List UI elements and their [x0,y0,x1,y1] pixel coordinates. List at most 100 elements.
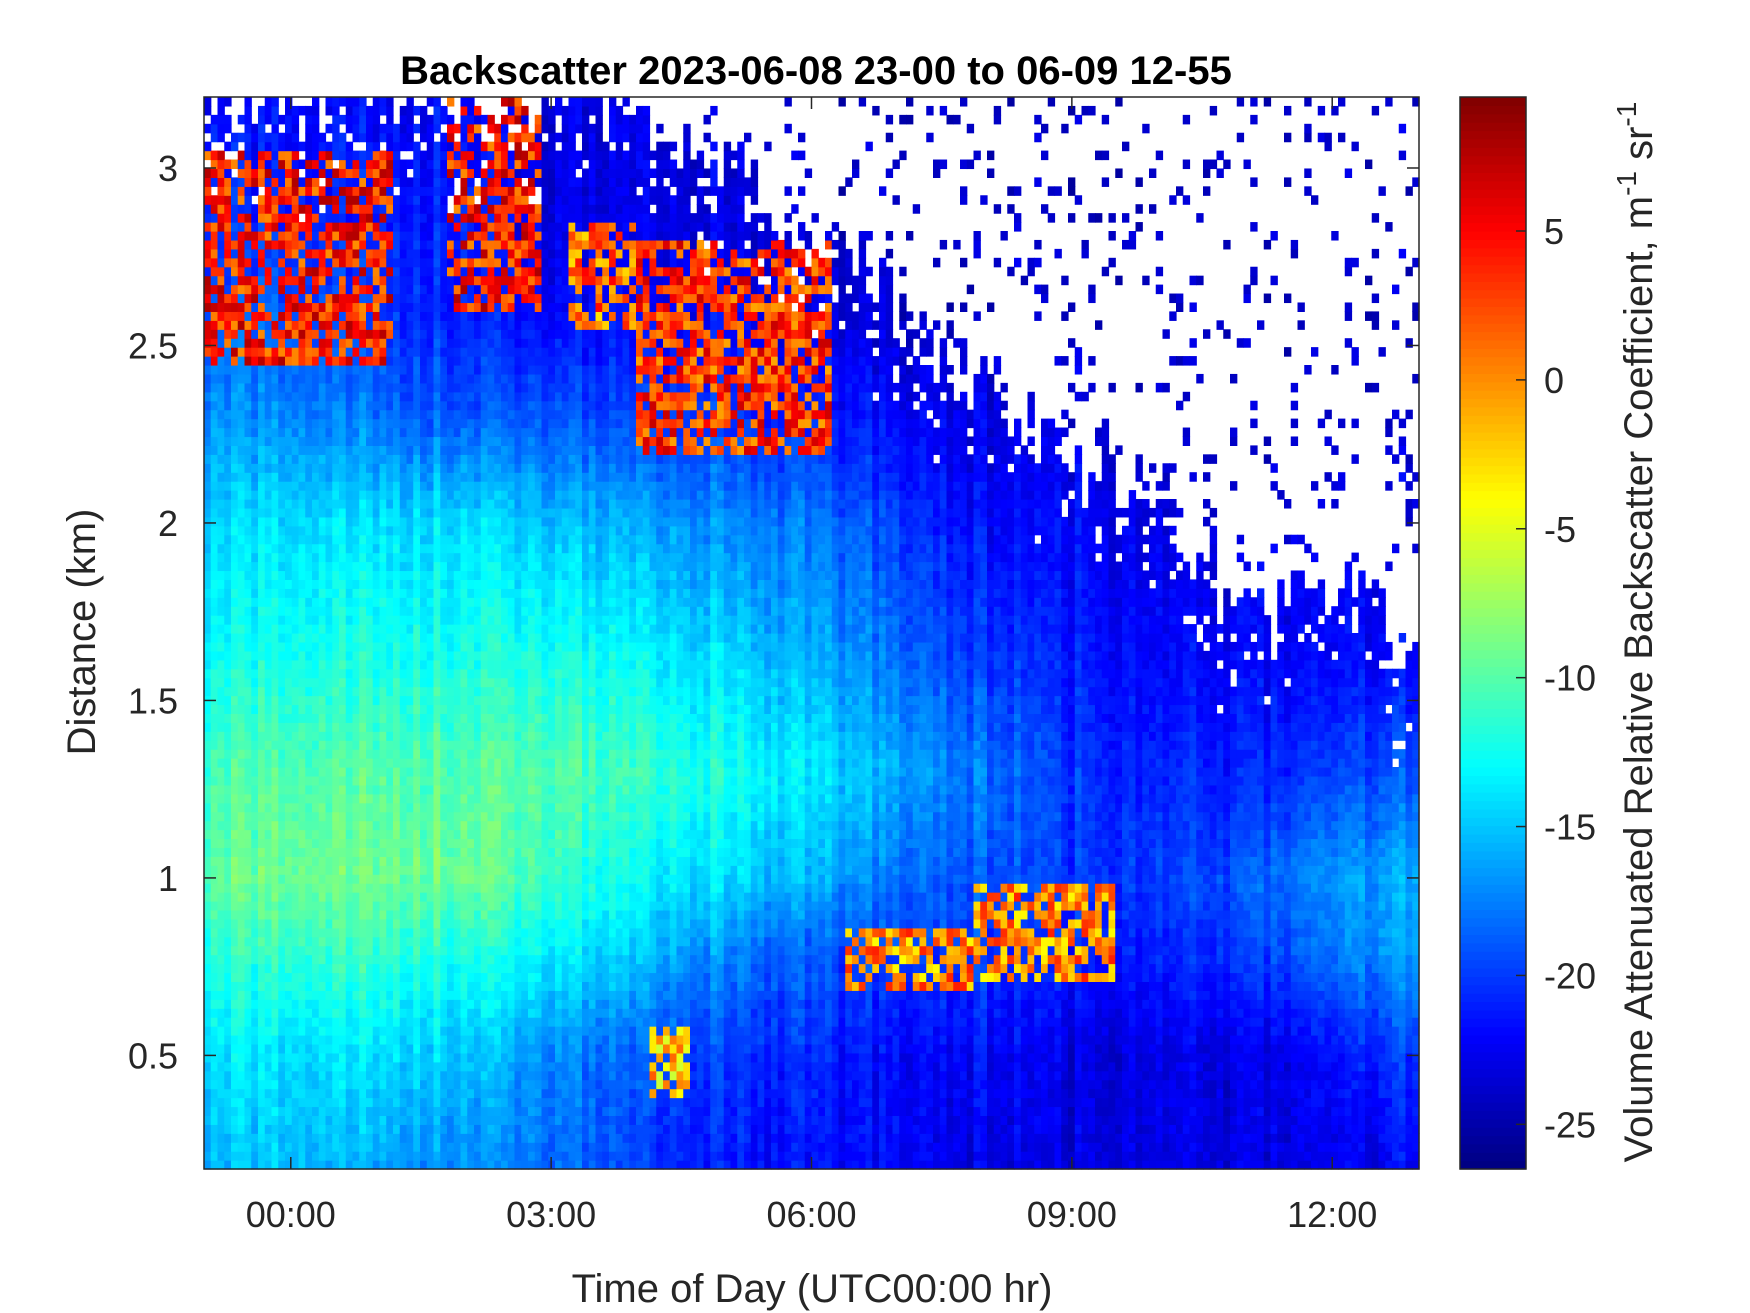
heatmap-cell [271,213,279,223]
heatmap-cell [312,302,320,312]
heatmap-cell [406,775,414,786]
heatmap-cell [210,123,219,134]
heatmap-cell [474,1115,482,1125]
heatmap-cell [352,222,360,232]
heatmap-cell [426,1097,435,1108]
heatmap-cell [345,927,354,938]
heatmap-cell [271,391,279,402]
heatmap-cell [399,740,408,750]
heatmap-cell [325,329,333,339]
heatmap-cell [433,677,441,688]
heatmap-cell [399,731,408,741]
heatmap-cell [426,650,435,661]
heatmap-cell [420,1160,428,1170]
heatmap-cell [251,883,259,893]
heatmap-cell [305,588,313,598]
heatmap-cell [204,97,212,107]
heatmap-cell [345,516,354,527]
heatmap-cell [372,686,381,697]
heatmap-cell [237,1026,246,1036]
heatmap-cell [237,391,246,402]
heatmap-cell [474,641,482,652]
heatmap-cell [244,1017,252,1027]
heatmap-cell [352,1017,360,1027]
heatmap-cell [224,668,232,679]
heatmap-cell [406,97,414,107]
heatmap-cell [420,150,428,161]
heatmap-cell [440,409,448,420]
heatmap-cell [393,1079,401,1090]
heatmap-cell [474,302,482,312]
heatmap-cell [440,257,448,268]
heatmap-cell [332,248,340,259]
heatmap-cell [251,213,259,223]
heatmap-cell [386,1035,394,1045]
heatmap-cell [345,874,354,884]
heatmap-cell [264,606,273,616]
heatmap-cell [332,1043,340,1054]
heatmap-cell [453,436,462,446]
heatmap-cell [480,231,489,241]
heatmap-cell [399,802,408,813]
heatmap-cell [244,784,252,795]
heatmap-cell [420,213,428,223]
heatmap-cell [467,463,475,473]
heatmap-cell [413,847,421,857]
heatmap-cell [305,472,313,482]
heatmap-cell [467,123,475,134]
heatmap-cell [352,266,360,277]
heatmap-cell [406,114,414,125]
heatmap-cell [393,382,401,393]
heatmap-cell [352,463,360,473]
heatmap-cell [352,633,360,643]
heatmap-cell [366,507,374,518]
heatmap-cell [352,204,360,214]
heatmap-cell [298,499,306,509]
heatmap-cell [258,400,266,411]
heatmap-cell [366,499,374,509]
heatmap-cell [332,749,340,759]
heatmap-cell [453,865,462,875]
heatmap-cell [406,1043,414,1054]
heatmap-cell [298,588,306,598]
heatmap-cell [237,1097,246,1108]
heatmap-cell [399,382,408,393]
heatmap-cell [379,338,387,348]
heatmap-cell [480,186,489,196]
heatmap-cell [312,972,320,982]
heatmap-cell [210,999,219,1009]
heatmap-cell [278,150,286,161]
heatmap-cell [480,213,489,223]
heatmap-cell [305,534,313,545]
heatmap-cell [264,758,273,768]
heatmap-cell [251,999,259,1009]
heatmap-cell [339,409,347,420]
heatmap-cell [474,266,482,277]
heatmap-cell [318,561,327,572]
heatmap-cell [366,749,374,759]
heatmap-cell [420,105,428,116]
heatmap-cell [406,373,414,384]
heatmap-cell [433,713,441,723]
heatmap-cell [204,838,212,848]
heatmap-cell [480,677,489,688]
heatmap-cell [251,1026,259,1036]
heatmap-cell [231,552,239,563]
heatmap-cell [433,186,441,196]
heatmap-cell [406,525,414,536]
heatmap-cell [352,588,360,598]
heatmap-cell [210,713,219,723]
heatmap-cell [271,579,279,589]
heatmap-cell [231,373,239,384]
heatmap-cell [271,677,279,688]
heatmap-cell [231,195,239,205]
heatmap-cell [379,1160,387,1170]
heatmap-cell [345,659,354,670]
heatmap-cell [372,481,381,491]
heatmap-cell [237,945,246,956]
heatmap-cell [467,615,475,625]
heatmap-cell [372,1008,381,1018]
heatmap-cell [231,293,239,304]
heatmap-cell [291,704,300,714]
heatmap-cell [258,865,266,875]
